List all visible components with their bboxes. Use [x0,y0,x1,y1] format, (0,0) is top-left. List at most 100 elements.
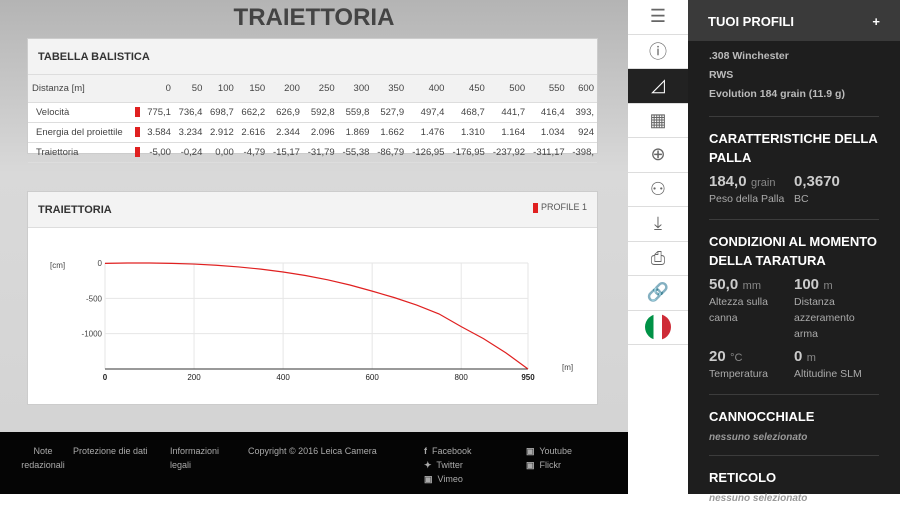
legend-marker [533,202,539,213]
table-cell: -126,95 [407,142,448,163]
header-cell: 450 [447,75,488,103]
row-label: Energia del proiettile [28,122,131,143]
footer-link-notes[interactable]: Note redazionali [21,446,65,470]
facebook-link[interactable]: f Facebook [424,444,472,458]
footer-link-legal[interactable]: Informazioni legali [170,446,220,470]
bullet-title: CARATTERISTICHE DELLA PALLA [709,131,878,165]
facebook-label: Facebook [432,446,472,456]
vimeo-link[interactable]: ▣ Vimeo [424,472,463,486]
table-cell: 736,4 [173,102,206,123]
series-marker [134,107,140,118]
legend-label: PROFILE 1 [540,202,587,212]
header-cell: 400 [407,75,448,103]
table-cell: 468,7 [447,102,488,123]
print-icon[interactable]: ⎙ [628,242,688,276]
help-icon[interactable]: ⓘ [628,35,688,69]
table-cell: 1.662 [372,122,408,143]
menu-icon[interactable]: ☰ [628,0,688,35]
table-cell: 2.344 [268,122,303,143]
table-cell: -398, [567,142,597,163]
table-cell: 1.164 [487,122,529,143]
row-label: Velocità [28,102,131,123]
ballistic-table: Distanza [m] 0 50 100 150 200 250 300 350 400 450 5… [28,75,597,163]
table-cell: -55,38 [337,142,373,163]
x-tick-label: 400 [276,373,290,382]
altitude-label: Altitudine SLM [794,368,862,380]
download-icon[interactable]: ⤓ [628,207,688,242]
youtube-icon: ▣ [526,446,535,456]
tool-column: ☰ ⓘ ◿ ▦ ⊕ ⚇ ⤓ ⎙ 🔗 [628,0,688,494]
table-cell: 3.584 [142,122,174,143]
x-tick-label: 200 [187,373,201,382]
table-cell: 0,00 [205,142,237,163]
youtube-label: Youtube [539,446,573,456]
conditions-section: CONDIZIONI AL MOMENTO DELLA TARATURA 50,… [709,220,879,395]
twitter-link[interactable]: ✦ Twitter [424,458,463,472]
height-value: 50,0 [709,276,739,293]
flickr-link[interactable]: ▣ Flickr [526,458,561,472]
reticle-section[interactable]: RETICOLO nessuno selezionato [709,456,879,516]
reticle-value: nessuno selezionato [709,493,808,504]
header-cell: 150 [236,75,269,103]
series-marker [134,147,140,158]
table-cell: 1.869 [337,122,373,143]
header-cell: 50 [173,75,206,103]
table-cell: -311,17 [528,142,568,163]
trajectory-chart-card: TRAIETTORIA PROFILE 1 0 -500 -1000 0 200 400 6… [27,191,598,405]
footer: Note redazionali Protezione die dati Inf… [0,432,628,494]
table-cell: 2.912 [205,122,237,143]
table-cell: 1.476 [407,122,448,143]
header-cell: 300 [337,75,373,103]
table-cell: -4,79 [236,142,269,163]
profile-info[interactable]: .308 Winchester RWS Evolution 184 grain … [709,41,879,117]
height-label: Altezza sulla canna [709,296,768,324]
italy-flag-icon[interactable] [628,311,688,345]
header-cell: 600 [567,75,597,103]
binoculars-icon[interactable]: ⚇ [628,173,688,207]
youtube-link[interactable]: ▣ Youtube [526,444,572,458]
link-icon[interactable]: 🔗 [628,276,688,311]
y-tick-label: 0 [98,259,103,268]
table-cell: 441,7 [487,102,529,123]
table-cell: -86,79 [372,142,408,163]
flickr-label: Flickr [539,460,562,470]
table-row: Energia del proiettile 3.584 3.234 2.912 2.6… [28,122,597,143]
header-cell: 100 [205,75,237,103]
table-cell: 924 [567,122,597,143]
table-cell: 1.034 [528,122,568,143]
marker-cell [130,142,143,163]
x-tick-label: 0 [103,373,108,382]
footer-link-privacy[interactable]: Protezione die dati [73,446,148,456]
y-tick-label: -1000 [82,330,103,339]
page-title: TRAIETTORIA [233,4,395,31]
header-cell: 350 [372,75,408,103]
trajectory-icon[interactable]: ◿ [628,69,688,104]
main-area: TRAIETTORIA TABELLA BALISTICA Distanza [… [0,0,628,432]
table-cell: 698,7 [205,102,237,123]
table-cell: 2.616 [236,122,269,143]
table-cell: -0,24 [173,142,206,163]
table-cell: -15,17 [268,142,303,163]
profile-brand: RWS [709,69,734,81]
table-icon[interactable]: ▦ [628,104,688,138]
scope-section[interactable]: CANNOCCHIALE nessuno selezionato [709,395,879,456]
bullet-section: CARATTERISTICHE DELLA PALLA 184,0 grain P… [709,117,879,220]
table-cell: -237,92 [487,142,529,163]
ballistic-table-card: TABELLA BALISTICA Distanza [m] 0 50 100 150 2… [27,38,598,163]
marker-cell [130,122,143,143]
bc-label: BC [794,193,809,205]
crosshair-icon[interactable]: ⊕ [628,138,688,173]
chart-legend[interactable]: PROFILE 1 [533,202,587,213]
height-unit: mm [742,280,761,292]
profile-sidebar: TUOI PROFILI + .308 Winchester RWS Evolut… [688,0,900,504]
twitter-label: Twitter [436,460,463,470]
table-row: Velocità 775,1 736,4 698,7 662,2 626,9 592,8 55… [28,102,597,123]
add-profile-button[interactable]: + [872,14,880,29]
zero-distance-value: 100 [794,276,820,293]
table-cell: 393, [567,102,597,123]
table-cell: 2.096 [302,122,338,143]
copyright: Copyright © 2016 Leica Camera [248,446,377,456]
profiles-title: TUOI PROFILI [708,14,794,29]
table-cell: 775,1 [142,102,174,123]
header-cell: 250 [302,75,338,103]
